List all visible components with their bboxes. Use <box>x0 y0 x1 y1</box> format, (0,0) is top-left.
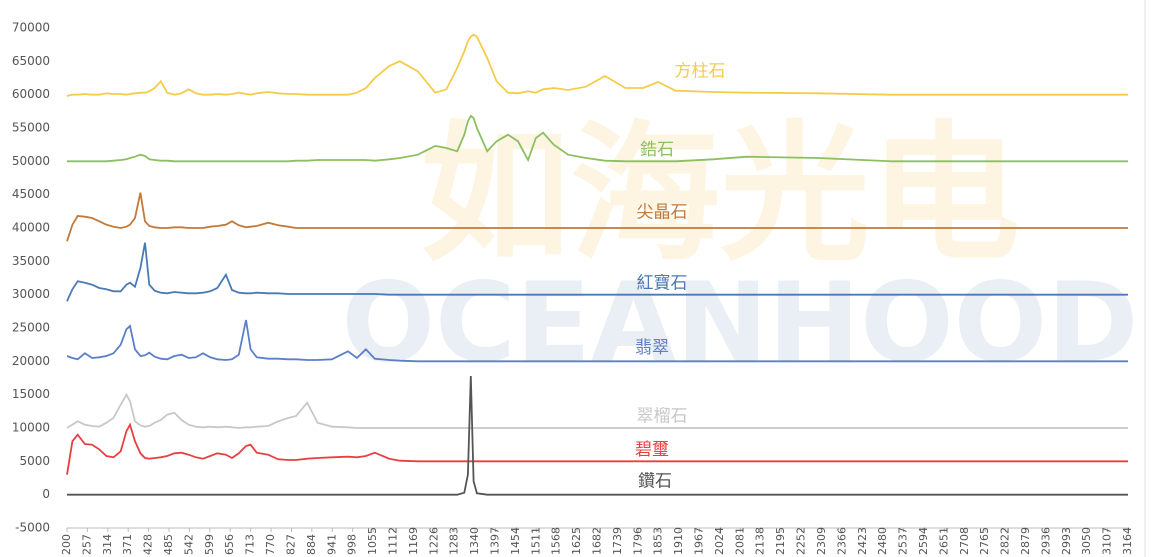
x-tick-label: 2879 <box>1019 527 1032 555</box>
x-tick-label: 2366 <box>835 527 848 555</box>
x-tick-label: 998 <box>346 534 359 555</box>
series-label: 鑽石 <box>638 471 672 491</box>
x-tick-label: 257 <box>80 534 93 555</box>
x-tick-label: 1397 <box>488 527 501 555</box>
series-line <box>66 33 1128 97</box>
y-tick-label: 20000 <box>12 354 50 368</box>
series-label: 方柱石 <box>675 61 726 81</box>
series-label: 碧璽 <box>635 440 669 460</box>
y-tick-label: -5000 <box>15 521 50 535</box>
x-tick-label: 2138 <box>754 527 767 555</box>
y-tick-label: 55000 <box>12 121 50 135</box>
x-tick-label: 1226 <box>427 527 440 555</box>
x-tick-label: 314 <box>101 534 114 555</box>
x-tick-label: 770 <box>264 534 277 555</box>
x-tick-label: 371 <box>121 534 134 555</box>
x-tick-label: 1910 <box>672 527 685 555</box>
x-tick-label: 1568 <box>550 527 563 555</box>
x-tick-label: 941 <box>325 534 338 555</box>
y-tick-label: 0 <box>42 487 50 501</box>
series-line <box>66 242 1128 302</box>
x-tick-label: 2252 <box>795 527 808 555</box>
y-tick-label: 10000 <box>12 421 50 435</box>
x-tick-label: 1625 <box>570 527 583 555</box>
series-label: 翡翠 <box>635 338 669 358</box>
y-tick-label: 5000 <box>19 454 50 468</box>
x-tick-label: 1283 <box>448 527 461 555</box>
x-tick-label: 1454 <box>509 527 522 555</box>
x-tick-label: 2594 <box>917 527 930 555</box>
x-tick-label: 1682 <box>591 527 604 555</box>
x-tick-label: 3050 <box>1080 527 1093 555</box>
series-line <box>66 392 1128 429</box>
series-line <box>67 375 1128 496</box>
series-label: 尖晶石 <box>637 203 688 223</box>
x-tick-label: 2309 <box>815 527 828 555</box>
x-tick-label: 428 <box>142 534 155 555</box>
x-tick-label: 542 <box>182 534 195 555</box>
watermark-cn: 如海光电 <box>420 108 1020 282</box>
x-tick-label: 884 <box>305 534 318 555</box>
y-tick-label: 65000 <box>12 54 50 68</box>
y-tick-label: 30000 <box>12 287 50 301</box>
y-tick-label: 70000 <box>12 21 50 35</box>
watermark-en: OCEANHOOD <box>342 258 1139 386</box>
x-tick-label: 2708 <box>958 527 971 555</box>
series-label: 鋯石 <box>640 140 674 160</box>
y-tick-label: 15000 <box>12 387 50 401</box>
x-tick-label: 1967 <box>693 527 706 555</box>
x-tick-label: 656 <box>223 534 236 555</box>
x-tick-label: 2423 <box>856 527 869 555</box>
x-tick-label: 2651 <box>937 527 950 555</box>
series-line <box>66 192 1128 242</box>
x-tick-label: 1853 <box>652 527 665 555</box>
x-tick-label: 485 <box>162 534 175 555</box>
x-tick-label: 1511 <box>529 527 542 555</box>
x-tick-label: 2024 <box>713 527 726 555</box>
series-line <box>66 319 1128 363</box>
x-tick-label: 2537 <box>897 527 910 555</box>
x-tick-label: 1796 <box>631 527 644 555</box>
series-label: 紅寶石 <box>637 272 688 293</box>
x-tick-label: 827 <box>284 534 297 555</box>
series-line <box>67 114 1128 163</box>
series-line <box>66 422 1128 475</box>
x-tick-label: 2822 <box>999 527 1012 555</box>
series-label: 翠榴石 <box>637 407 688 427</box>
x-tick-label: 3107 <box>1101 527 1114 555</box>
x-tick-label: 2195 <box>774 527 787 555</box>
y-tick-label: 50000 <box>12 154 50 168</box>
y-tick-label: 35000 <box>12 254 50 268</box>
x-tick-label: 1112 <box>386 527 399 555</box>
x-tick-label: 200 <box>60 534 73 555</box>
x-tick-label: 3164 <box>1121 527 1134 555</box>
y-tick-label: 25000 <box>12 321 50 335</box>
x-tick-label: 1055 <box>366 527 379 555</box>
x-tick-label: 599 <box>203 534 216 555</box>
x-tick-label: 1340 <box>468 527 481 555</box>
x-tick-label: 1169 <box>407 527 420 555</box>
x-tick-label: 2993 <box>1060 527 1073 555</box>
x-tick-label: 1739 <box>611 527 624 555</box>
x-tick-label: 2480 <box>876 527 889 555</box>
x-tick-label: 2765 <box>978 527 991 555</box>
y-tick-label: 45000 <box>12 187 50 201</box>
y-tick-label: 40000 <box>12 221 50 235</box>
x-tick-label: 2936 <box>1039 527 1052 555</box>
y-tick-label: 60000 <box>12 87 50 101</box>
x-tick-label: 713 <box>244 534 257 555</box>
x-tick-label: 2081 <box>733 527 746 555</box>
